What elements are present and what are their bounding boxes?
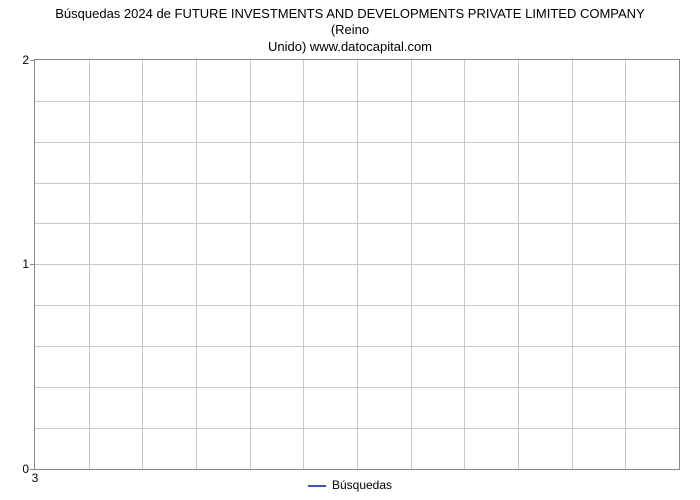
plot-box: 0123 [34, 59, 680, 470]
x-tick-label: 3 [32, 469, 39, 485]
grid-hline [35, 305, 679, 306]
grid-hline [35, 346, 679, 347]
grid-hline [35, 142, 679, 143]
grid-hline [35, 387, 679, 388]
y-tick-mark [30, 60, 35, 61]
grid-hline [35, 183, 679, 184]
chart-title: Búsquedas 2024 de FUTURE INVESTMENTS AND… [0, 0, 700, 57]
y-tick-mark [30, 264, 35, 265]
legend-label: Búsquedas [332, 478, 392, 492]
title-line-1: Búsquedas 2024 de FUTURE INVESTMENTS AND… [55, 6, 645, 37]
grid-hline [35, 223, 679, 224]
legend: Búsquedas [0, 474, 700, 500]
title-line-2: Unido) www.datocapital.com [268, 39, 432, 54]
grid-hline [35, 101, 679, 102]
grid-hline [35, 264, 679, 265]
chart-plot-area: 0123 [34, 59, 680, 470]
chart-container: Búsquedas 2024 de FUTURE INVESTMENTS AND… [0, 0, 700, 500]
grid-hline [35, 428, 679, 429]
legend-swatch [308, 485, 326, 487]
